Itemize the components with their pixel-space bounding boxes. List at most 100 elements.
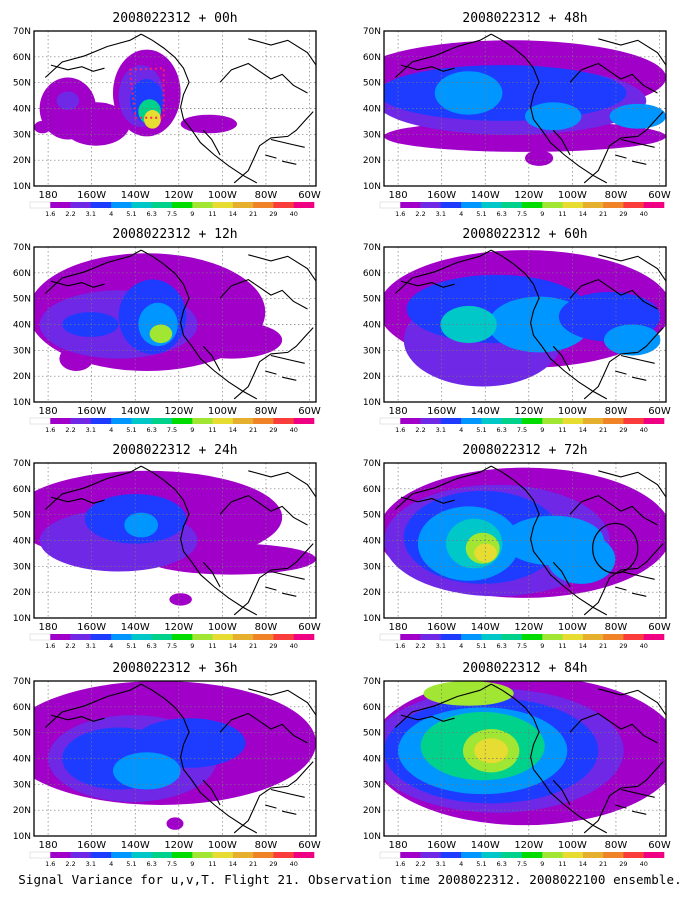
- colorbar-label: 1.6: [45, 860, 55, 868]
- lon-label: 180: [389, 622, 408, 633]
- lat-label: 50N: [13, 79, 31, 89]
- coastline: [583, 761, 664, 834]
- colorbar-swatch: [643, 418, 665, 424]
- colorbar-label: 11: [208, 642, 216, 650]
- colorbar-label: 7.5: [517, 642, 527, 650]
- colorbar-label: 9: [540, 210, 544, 218]
- colorbar-swatch: [232, 418, 254, 424]
- coastline: [615, 154, 627, 159]
- coastline: [265, 586, 277, 591]
- colorbar-label: 14: [229, 642, 237, 650]
- colorbar-label: 3.1: [86, 860, 96, 868]
- lon-label: 60W: [648, 840, 671, 851]
- coastline: [270, 354, 305, 364]
- colorbar-swatch: [562, 202, 584, 208]
- lat-label: 70N: [363, 243, 381, 253]
- coastline: [140, 33, 258, 184]
- lat-label: 70N: [363, 459, 381, 469]
- coastline: [202, 129, 221, 156]
- coastline: [490, 249, 608, 400]
- map-panel: 2008022312 + 72h 70N 60N 50N 40N 30N 20N 10N 180…: [363, 443, 671, 650]
- lat-label: 30N: [363, 346, 381, 356]
- colorbar-swatch: [501, 418, 523, 424]
- colorbar-label: 2.2: [65, 210, 75, 218]
- lat-label: 60N: [13, 269, 31, 279]
- lat-label: 20N: [13, 588, 31, 598]
- map-frame: [383, 462, 667, 619]
- colorbar-swatch: [90, 852, 112, 858]
- coastline: [282, 376, 297, 381]
- colorbar-label: 6.3: [497, 426, 507, 434]
- colorbar-swatch: [501, 852, 523, 858]
- map-panel: 2008022312 + 36h 70N 60N 50N 40N 30N 20N 10N 180…: [13, 661, 321, 868]
- coastline: [282, 592, 297, 597]
- coastline: [50, 280, 105, 288]
- colorbar-label: 14: [579, 860, 587, 868]
- colorbar-label: 9: [540, 426, 544, 434]
- coastline: [394, 33, 492, 78]
- lon-label: 80W: [605, 406, 628, 417]
- panel-title: 2008022312 + 48h: [462, 11, 587, 26]
- map-frame: [383, 246, 667, 403]
- colorbar-swatch: [192, 852, 213, 858]
- lat-label: 30N: [363, 780, 381, 790]
- lat-label: 70N: [13, 459, 31, 469]
- colorbar-swatch: [29, 417, 51, 425]
- colorbar-label: 5.1: [476, 210, 486, 218]
- colorbar-swatch: [481, 202, 503, 208]
- lat-label: 40N: [13, 105, 31, 115]
- lon-label: 100W: [558, 840, 587, 851]
- colorbar-swatch: [582, 202, 604, 208]
- colorbar-label: 5.1: [126, 426, 136, 434]
- colorbar-label: 1.6: [45, 642, 55, 650]
- lon-label: 180: [39, 190, 58, 201]
- lon-label: 80W: [255, 840, 278, 851]
- colorbar-label: 5.1: [476, 860, 486, 868]
- map-frame: [33, 246, 317, 403]
- colorbar-swatch: [232, 634, 254, 640]
- colorbar-label: 9: [540, 642, 544, 650]
- contour-blob: [609, 103, 666, 129]
- coastline: [583, 543, 664, 616]
- lon-label: 140W: [121, 190, 150, 201]
- colorbar-swatch: [562, 418, 584, 424]
- coastline: [490, 465, 608, 616]
- coastline: [270, 570, 305, 580]
- colorbar-label: 14: [229, 210, 237, 218]
- lon-label: 120W: [514, 406, 543, 417]
- colorbar-swatch: [501, 202, 523, 208]
- colorbar-label: 40: [290, 860, 298, 868]
- coastline: [248, 470, 316, 498]
- colorbar-label: 11: [208, 426, 216, 434]
- lon-label: 80W: [255, 190, 278, 201]
- colorbar-label: 9: [190, 642, 194, 650]
- colorbar-label: 40: [640, 426, 648, 434]
- colorbar-swatch: [111, 418, 132, 424]
- colorbar-label: 5.1: [476, 642, 486, 650]
- lon-label: 140W: [121, 622, 150, 633]
- lon-label: 100W: [208, 406, 237, 417]
- lat-label: 10N: [363, 832, 381, 842]
- coastline: [282, 160, 297, 165]
- colorbar-label: 2.2: [415, 860, 425, 868]
- coastline: [233, 327, 314, 400]
- coastline: [50, 496, 105, 504]
- colorbar-label: 1.6: [395, 860, 405, 868]
- lat-label: 40N: [363, 321, 381, 331]
- colorbar-swatch: [273, 418, 295, 424]
- lon-label: 80W: [255, 622, 278, 633]
- lat-label: 10N: [13, 614, 31, 624]
- lat-label: 20N: [13, 806, 31, 816]
- lon-label: 80W: [255, 406, 278, 417]
- variance-field: [34, 247, 316, 402]
- colorbar-label: 29: [269, 210, 277, 218]
- colorbar-swatch: [273, 202, 295, 208]
- colorbar-swatch: [440, 202, 462, 208]
- coastline: [552, 779, 571, 806]
- map-panel: 2008022312 + 00h 70N 60N 50N 40N 30N 20N 10N 180…: [13, 11, 321, 218]
- lat-label: 30N: [13, 346, 31, 356]
- colorbar-label: 14: [579, 426, 587, 434]
- coastline: [202, 561, 221, 588]
- map-frame: [33, 30, 317, 187]
- coastline: [394, 683, 492, 728]
